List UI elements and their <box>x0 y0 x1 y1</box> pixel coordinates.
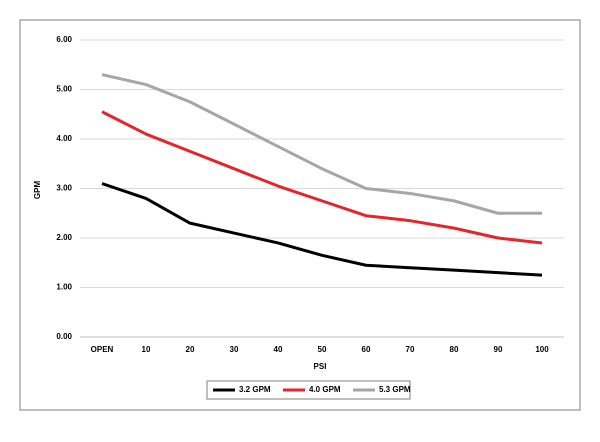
legend-label: 4.0 GPM <box>309 385 341 394</box>
x-axis-label: PSI <box>314 362 327 371</box>
y-axis-label: GPM <box>33 181 42 200</box>
x-tick-label: 10 <box>142 345 151 354</box>
x-tick-label: OPEN <box>91 345 114 354</box>
x-tick-label: 50 <box>318 345 327 354</box>
x-tick-label: 90 <box>494 345 503 354</box>
line-series <box>101 73 542 215</box>
y-tick-label: 5.00 <box>56 85 72 94</box>
chart-border <box>19 19 581 411</box>
x-tick-label: 40 <box>274 345 283 354</box>
legend-label: 5.3 GPM <box>379 385 411 394</box>
x-tick-label: 60 <box>362 345 371 354</box>
x-tick-label: 20 <box>186 345 195 354</box>
y-tick-label: 6.00 <box>56 35 72 44</box>
x-tick-label: 30 <box>230 345 239 354</box>
legend-label: 3.2 GPM <box>239 385 271 394</box>
y-tick-label: 2.00 <box>56 233 72 242</box>
x-tick-label: 100 <box>535 345 549 354</box>
y-tick-label: 1.00 <box>56 283 72 292</box>
y-tick-label: 0.00 <box>56 332 72 341</box>
x-tick-label: 70 <box>406 345 415 354</box>
line-series <box>101 110 543 245</box>
x-tick-label: 80 <box>450 345 459 354</box>
y-tick-label: 4.00 <box>56 134 72 143</box>
line-series <box>101 182 543 277</box>
legend-box <box>206 380 411 400</box>
y-tick-label: 3.00 <box>56 184 72 193</box>
